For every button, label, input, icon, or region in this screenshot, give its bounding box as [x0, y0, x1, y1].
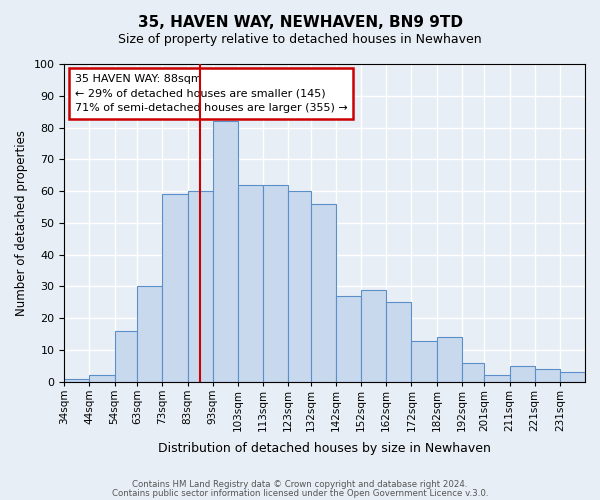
Bar	[64, 378, 89, 382]
Bar	[137, 286, 163, 382]
Y-axis label: Number of detached properties: Number of detached properties	[15, 130, 28, 316]
Bar	[462, 363, 484, 382]
Bar	[238, 185, 263, 382]
Text: 35, HAVEN WAY, NEWHAVEN, BN9 9TD: 35, HAVEN WAY, NEWHAVEN, BN9 9TD	[137, 15, 463, 30]
Bar	[361, 290, 386, 382]
Bar	[484, 376, 509, 382]
Bar	[288, 191, 311, 382]
Bar	[163, 194, 188, 382]
Bar	[560, 372, 585, 382]
X-axis label: Distribution of detached houses by size in Newhaven: Distribution of detached houses by size …	[158, 442, 491, 455]
Bar	[336, 296, 361, 382]
Bar	[263, 185, 288, 382]
Bar	[509, 366, 535, 382]
Text: 35 HAVEN WAY: 88sqm
← 29% of detached houses are smaller (145)
71% of semi-detac: 35 HAVEN WAY: 88sqm ← 29% of detached ho…	[74, 74, 347, 113]
Text: Contains public sector information licensed under the Open Government Licence v.: Contains public sector information licen…	[112, 489, 488, 498]
Bar	[89, 376, 115, 382]
Bar	[412, 340, 437, 382]
Text: Size of property relative to detached houses in Newhaven: Size of property relative to detached ho…	[118, 32, 482, 46]
Bar	[535, 369, 560, 382]
Bar	[188, 191, 212, 382]
Text: Contains HM Land Registry data © Crown copyright and database right 2024.: Contains HM Land Registry data © Crown c…	[132, 480, 468, 489]
Bar	[311, 204, 336, 382]
Bar	[115, 331, 137, 382]
Bar	[437, 338, 462, 382]
Bar	[212, 121, 238, 382]
Bar	[386, 302, 412, 382]
